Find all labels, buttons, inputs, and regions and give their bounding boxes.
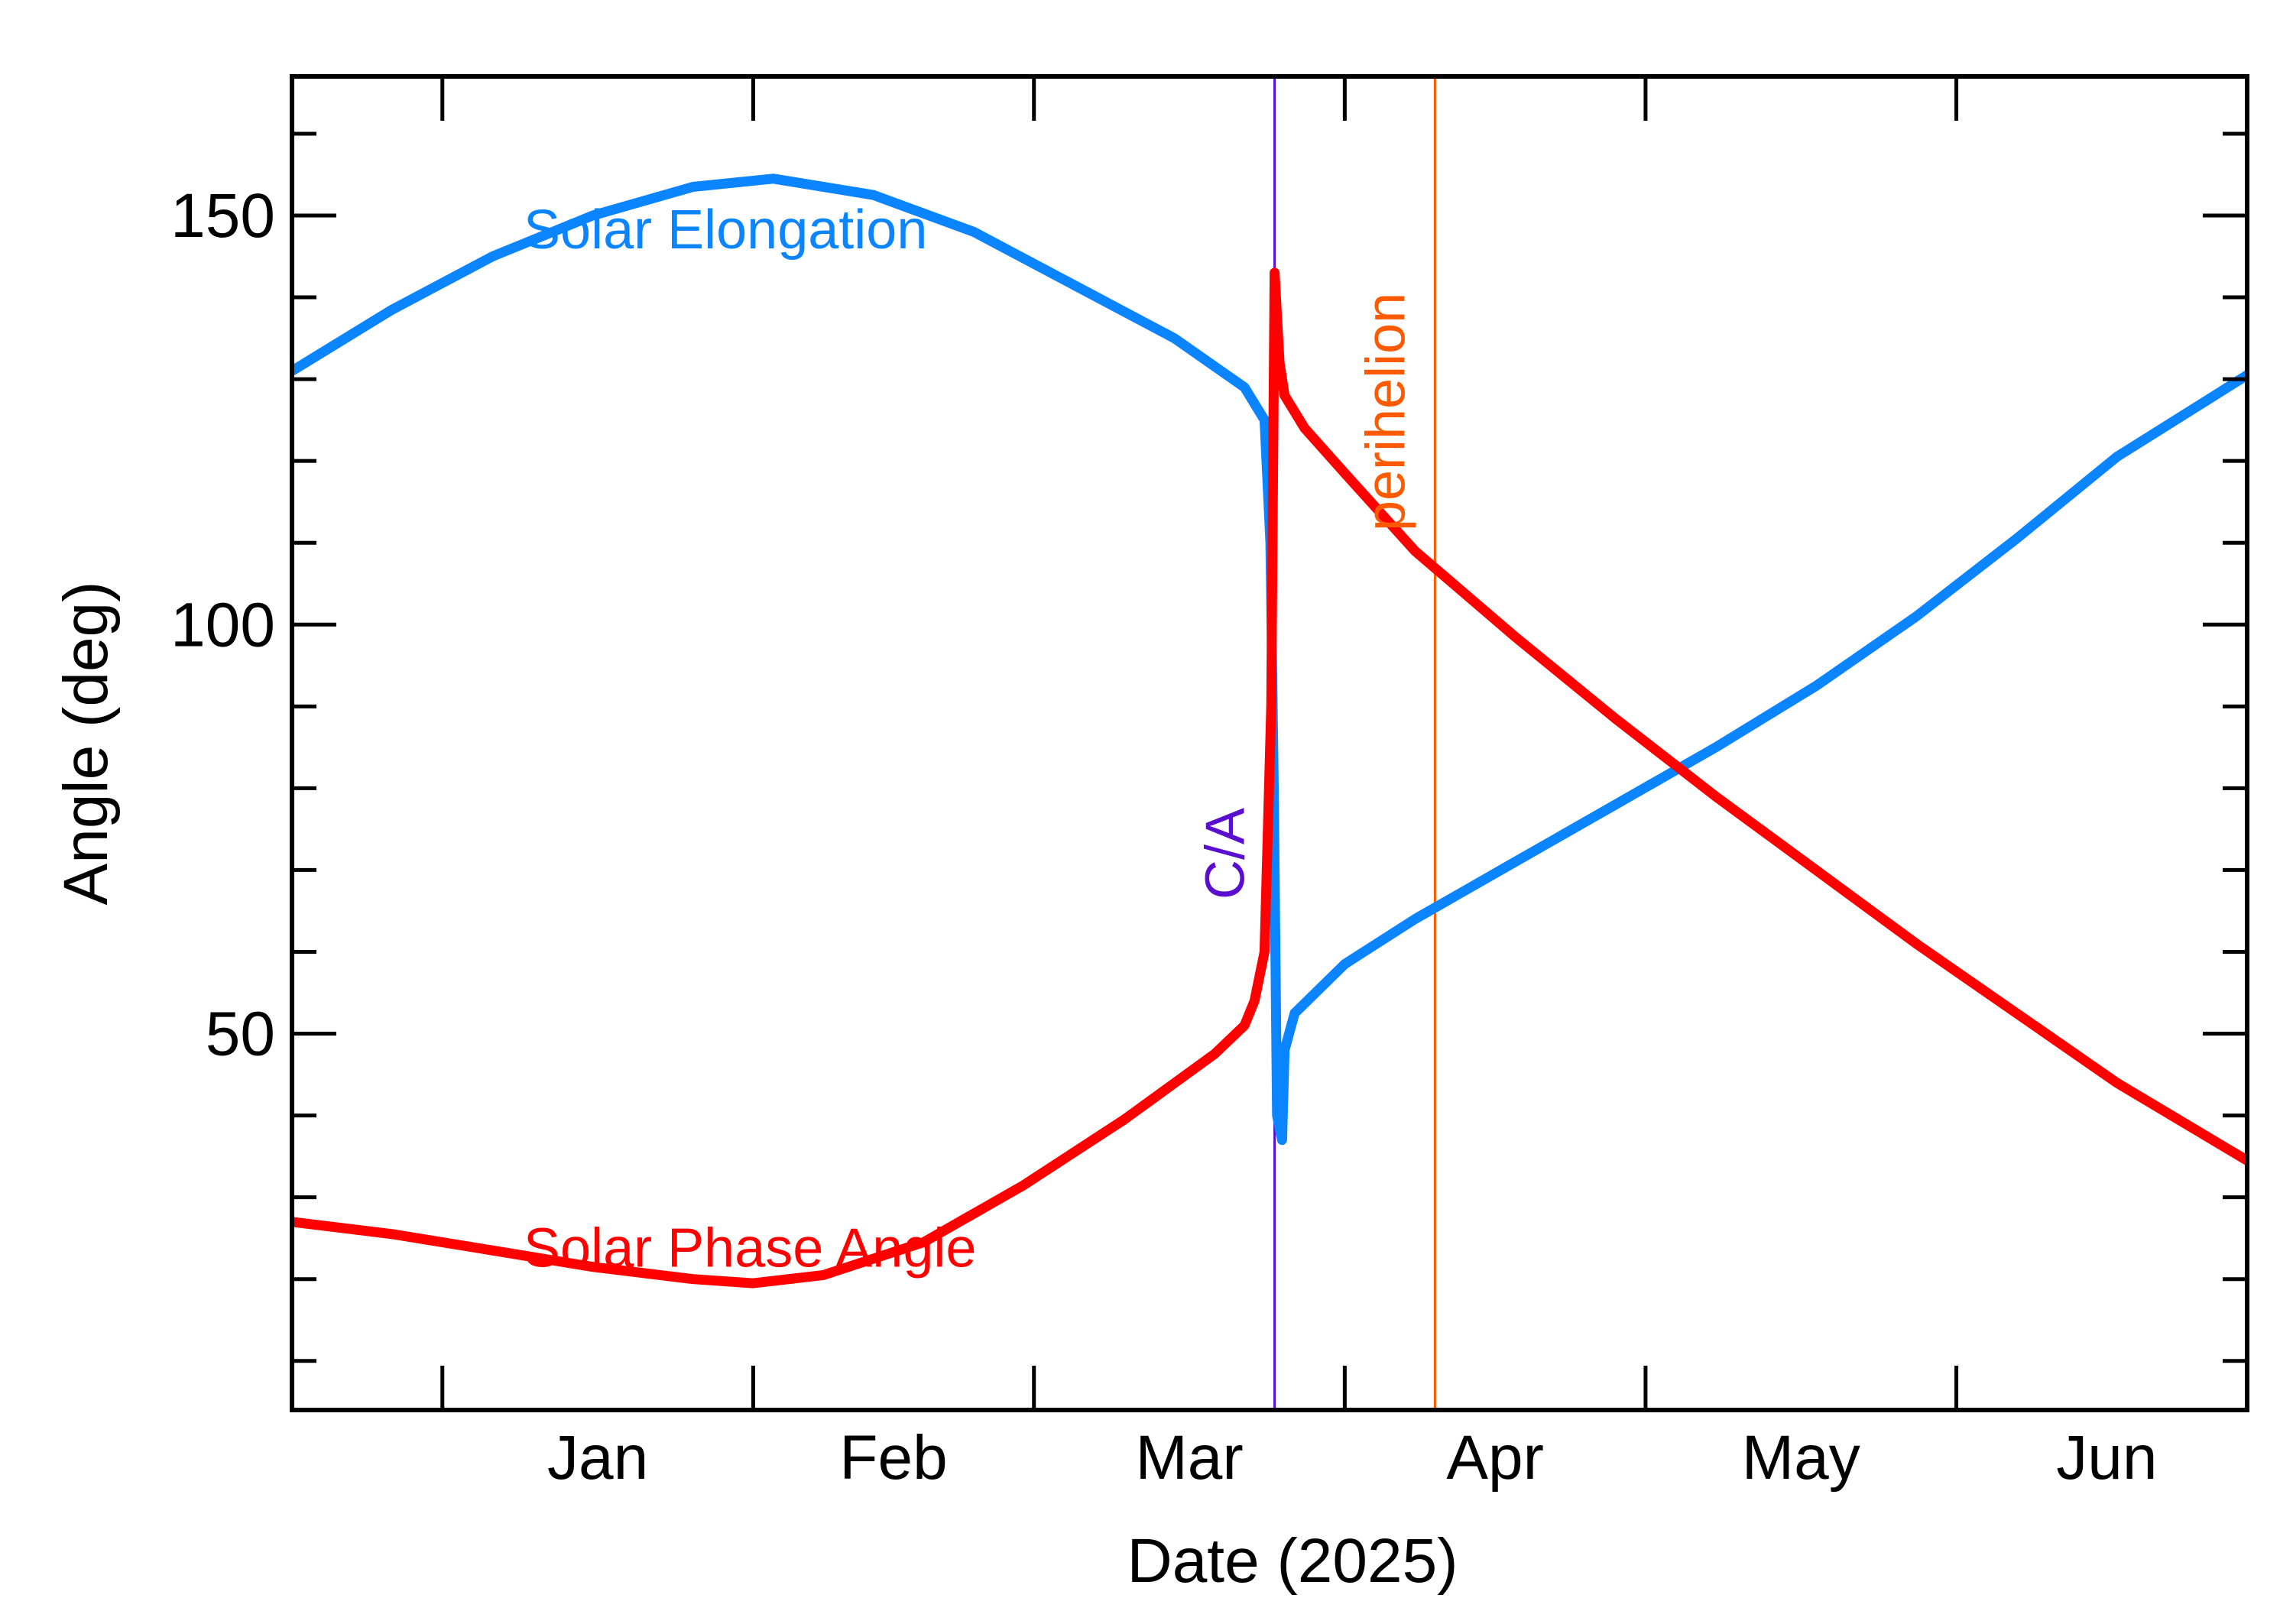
y-tick-label: 50 [206,1000,275,1069]
x-tick-label-feb: Feb [839,1423,947,1493]
y-tick-label: 100 [170,590,275,660]
series-line-solar-elongation [292,173,2247,1146]
x-tick-label-jan: Jan [547,1423,648,1493]
y-tick-label: 150 [170,181,275,251]
series-line-solar-phase-angle [292,267,2247,1289]
marker-label-perihelion: perihelion [1355,293,1416,531]
plot-frame [290,74,2249,1412]
x-tick-label-mar: Mar [1135,1423,1243,1493]
marker-label-c-a: C/A [1195,808,1257,900]
y-axis-title: Angle (deg) [51,582,121,906]
x-tick-label-apr: Apr [1446,1423,1544,1493]
x-tick-label-jun: Jun [2056,1423,2157,1493]
x-tick-label-may: May [1742,1423,1860,1493]
series-label-solar-phase-angle: Solar Phase Angle [524,1218,976,1279]
x-axis-title: Date (2025) [1127,1526,1458,1596]
series-label-solar-elongation: Solar Elongation [524,199,927,261]
